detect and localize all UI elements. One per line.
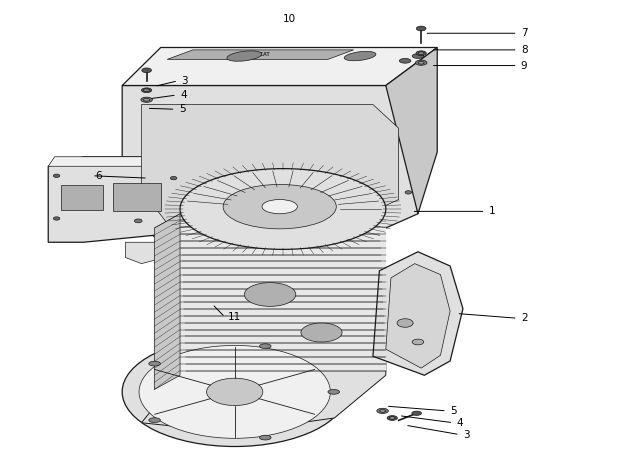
Polygon shape — [141, 361, 386, 432]
Ellipse shape — [141, 97, 152, 103]
Ellipse shape — [301, 323, 342, 342]
Ellipse shape — [53, 217, 60, 220]
Ellipse shape — [260, 344, 271, 349]
Ellipse shape — [260, 435, 271, 440]
Ellipse shape — [399, 58, 411, 63]
Ellipse shape — [53, 174, 60, 178]
Ellipse shape — [416, 51, 426, 56]
Ellipse shape — [149, 418, 160, 422]
Polygon shape — [386, 264, 450, 368]
Polygon shape — [61, 185, 103, 210]
Polygon shape — [48, 157, 180, 242]
Text: 4: 4 — [457, 418, 463, 428]
Ellipse shape — [143, 89, 150, 92]
Ellipse shape — [170, 176, 177, 180]
Polygon shape — [154, 214, 180, 390]
Text: ARCTIC CAT: ARCTIC CAT — [238, 52, 270, 57]
Ellipse shape — [417, 26, 426, 31]
Text: 6: 6 — [95, 171, 102, 181]
Ellipse shape — [170, 221, 177, 225]
Ellipse shape — [397, 319, 413, 327]
Ellipse shape — [149, 361, 160, 366]
Text: 10: 10 — [283, 14, 296, 24]
Ellipse shape — [418, 61, 424, 64]
Ellipse shape — [412, 54, 424, 58]
Ellipse shape — [262, 200, 297, 214]
Polygon shape — [373, 252, 463, 375]
Polygon shape — [113, 183, 161, 211]
Text: 5: 5 — [450, 406, 457, 416]
Ellipse shape — [206, 378, 263, 406]
Ellipse shape — [244, 283, 296, 306]
Text: 3: 3 — [181, 76, 188, 86]
Ellipse shape — [379, 409, 386, 412]
Ellipse shape — [405, 190, 412, 194]
Ellipse shape — [142, 68, 152, 73]
Text: 3: 3 — [463, 429, 469, 440]
Polygon shape — [48, 157, 183, 166]
Text: 8: 8 — [521, 45, 527, 55]
Polygon shape — [167, 50, 354, 59]
Polygon shape — [180, 214, 386, 370]
Ellipse shape — [223, 184, 336, 229]
Polygon shape — [386, 48, 437, 214]
Ellipse shape — [122, 337, 347, 446]
Ellipse shape — [389, 417, 395, 419]
Ellipse shape — [143, 98, 150, 101]
Text: 5: 5 — [179, 104, 185, 114]
Ellipse shape — [412, 339, 424, 345]
Ellipse shape — [134, 219, 142, 223]
Ellipse shape — [344, 51, 376, 61]
Ellipse shape — [387, 416, 397, 420]
Ellipse shape — [227, 51, 262, 61]
Polygon shape — [122, 48, 437, 86]
Ellipse shape — [139, 345, 331, 438]
Ellipse shape — [141, 88, 152, 93]
Ellipse shape — [328, 390, 340, 394]
Text: 4: 4 — [180, 90, 186, 100]
Text: 7: 7 — [521, 28, 527, 38]
Ellipse shape — [377, 408, 388, 413]
Text: 11: 11 — [228, 312, 242, 323]
Ellipse shape — [180, 169, 386, 249]
Text: 9: 9 — [521, 60, 527, 71]
Ellipse shape — [418, 52, 424, 55]
Ellipse shape — [412, 411, 422, 415]
Polygon shape — [122, 86, 418, 242]
Text: 2: 2 — [521, 313, 527, 323]
Ellipse shape — [415, 60, 427, 66]
Text: 1: 1 — [489, 206, 495, 217]
Polygon shape — [125, 242, 159, 264]
Polygon shape — [141, 104, 399, 223]
